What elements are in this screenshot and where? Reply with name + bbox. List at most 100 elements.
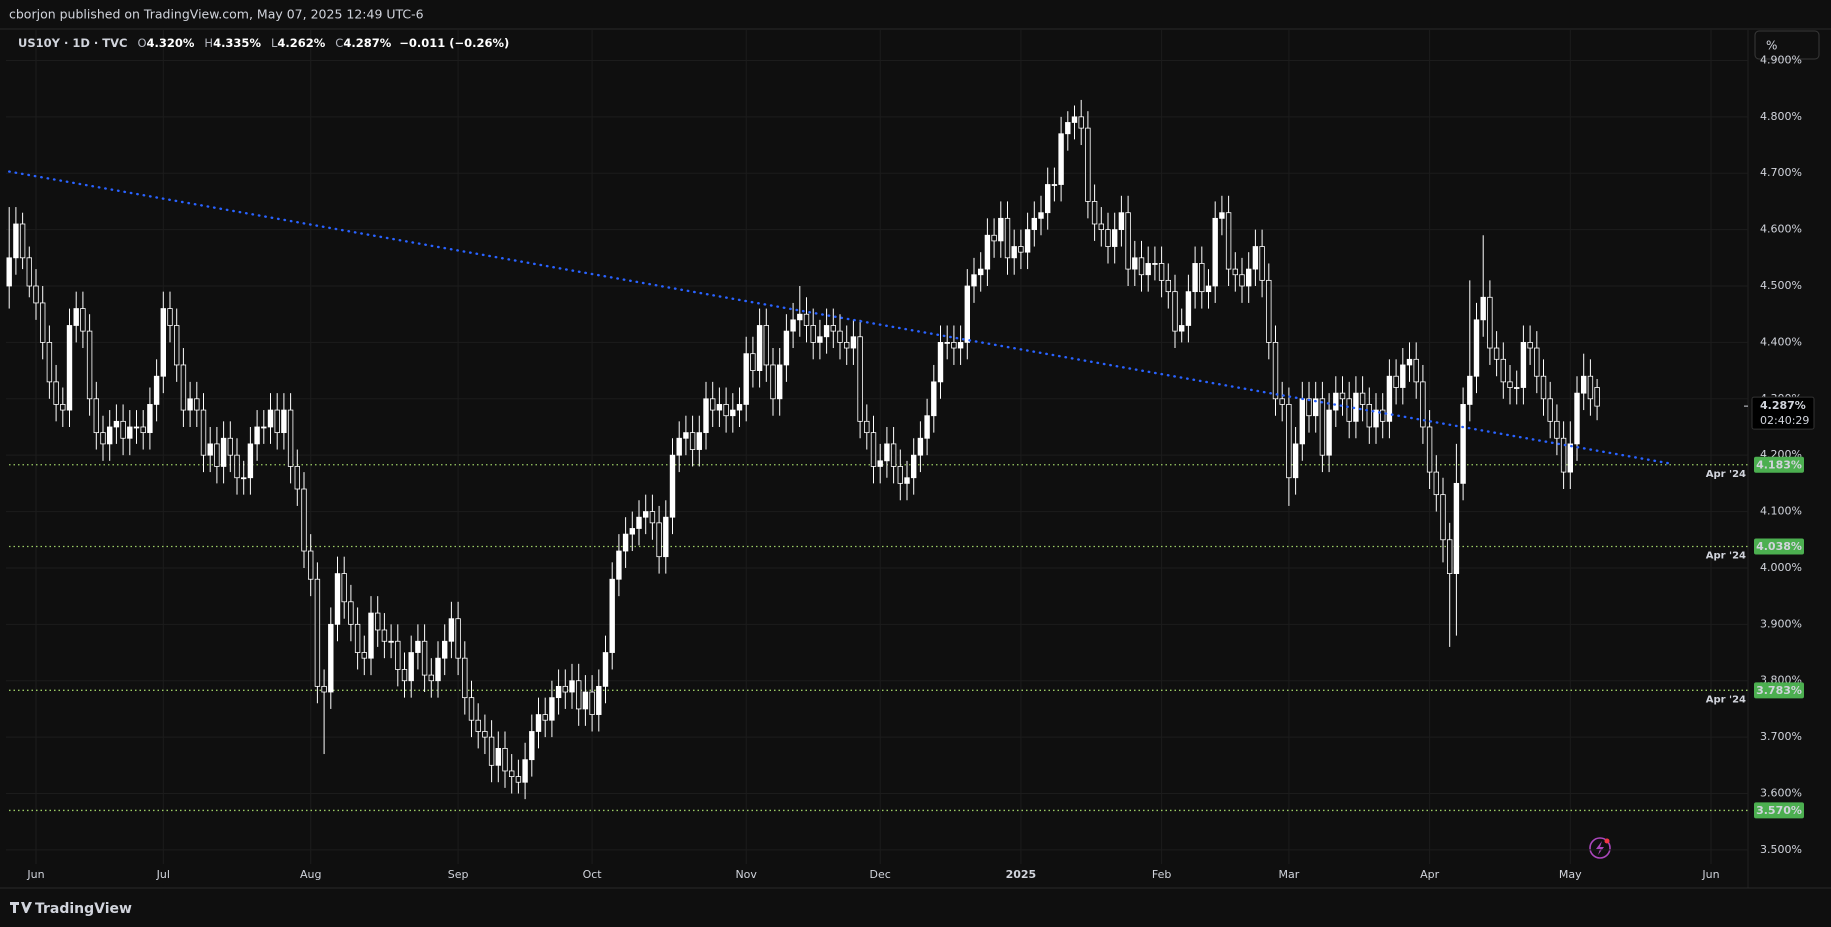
candle-body (971, 274, 977, 287)
candle-body (656, 522, 662, 558)
candle-body (66, 325, 73, 411)
candle-body (649, 511, 656, 524)
candle-body (890, 443, 897, 467)
candle-body (622, 533, 629, 552)
candle-body (870, 432, 877, 467)
alert-icon[interactable] (1589, 837, 1611, 859)
candle-body (911, 454, 917, 479)
candle-body (261, 426, 267, 429)
candle-body (736, 404, 743, 411)
y-tick-label: 3.700% (1760, 730, 1802, 743)
last-price-box (1751, 396, 1815, 430)
footer-logo[interactable]: TradingView (10, 901, 132, 917)
scale-button[interactable]: % (1754, 30, 1820, 60)
candle-body (1038, 212, 1044, 219)
candle-body (1480, 296, 1486, 321)
candle-body (495, 748, 501, 766)
candle-body (361, 652, 367, 659)
x-tick-label: Apr (1420, 868, 1440, 881)
candle-body (555, 685, 562, 699)
x-tick-label: Dec (870, 868, 891, 881)
y-tick-label: 4.800% (1760, 110, 1802, 123)
candle-body (354, 623, 361, 653)
candle-body (756, 325, 763, 371)
y-tick-label: 4.900% (1760, 53, 1802, 66)
candle-body (549, 697, 555, 721)
candle-body (321, 685, 327, 693)
alert-dot[interactable] (1604, 838, 1610, 844)
candle-body (1581, 375, 1587, 394)
candle-body (897, 466, 903, 484)
candle-body (931, 381, 937, 417)
candle-body (1400, 364, 1406, 388)
legend-value: 4.262% (277, 36, 325, 50)
scale-button-label[interactable]: % (1766, 39, 1777, 53)
candle-body (937, 341, 944, 383)
candle-body (93, 398, 99, 434)
candle-body (1165, 279, 1171, 293)
countdown-label: 02:40:29 (1760, 414, 1809, 427)
level-label-box (1754, 538, 1804, 555)
candle-body (160, 308, 166, 377)
level-note: Apr '24 (1706, 694, 1746, 705)
candle-body (716, 404, 723, 411)
alert-bolt[interactable] (1596, 841, 1604, 855)
candle-body (1540, 375, 1547, 400)
candle-body (609, 578, 615, 653)
candle-body (441, 640, 448, 659)
candle-body (53, 381, 59, 405)
candle-body (180, 364, 187, 411)
candle-body (964, 285, 970, 343)
candle-body (1185, 291, 1192, 326)
candle-body (1333, 392, 1339, 411)
legend-value: 4.287% (343, 36, 391, 50)
candle-body (689, 432, 696, 450)
candle-body (6, 257, 12, 287)
logo-mark[interactable] (10, 902, 32, 913)
x-tick-label: May (1559, 868, 1582, 881)
candle-body (1473, 319, 1480, 377)
level-label: 4.038% (1756, 540, 1802, 553)
scale-button-frame[interactable] (1754, 30, 1820, 60)
candle-body (763, 325, 769, 366)
candle-body (374, 612, 381, 631)
candle-body (1098, 223, 1104, 231)
alert-ring[interactable] (1589, 837, 1611, 859)
candle-body (1272, 341, 1279, 400)
last-price-label: 4.287% (1760, 399, 1806, 412)
candle-body (1031, 217, 1037, 231)
candle-body (13, 223, 19, 259)
brand-name[interactable]: TradingView (35, 901, 132, 917)
y-tick-label: 4.400% (1760, 335, 1802, 348)
x-tick-label: Sep (448, 868, 469, 881)
candle-body (857, 336, 863, 422)
y-tick-label: 3.600% (1760, 787, 1802, 800)
candle-body (1567, 443, 1573, 473)
level-label: 4.183% (1756, 458, 1802, 471)
candle-body (864, 420, 870, 434)
candle-body (562, 685, 568, 693)
candle-body (1306, 398, 1312, 417)
candle-body (636, 516, 642, 529)
candle-body (589, 691, 595, 715)
candle-body (616, 550, 622, 580)
candle-body (448, 618, 455, 642)
candle-body (1212, 217, 1218, 287)
candle-body (307, 550, 314, 580)
candle-body (1071, 116, 1078, 123)
overlay: 3.500%3.600%3.700%3.800%3.900%4.000%4.10… (18, 36, 1815, 881)
candle-body (770, 364, 776, 400)
level-note: Apr '24 (1706, 469, 1746, 480)
candle-body (1487, 296, 1493, 349)
candle-body (1520, 341, 1527, 388)
candle-body (663, 516, 669, 558)
candle-body (1138, 257, 1145, 276)
legend-key: H (204, 36, 213, 50)
candle-body (314, 578, 321, 687)
candle-body (696, 432, 702, 450)
candle-body (1058, 133, 1064, 185)
candle-body (991, 234, 997, 242)
candle-body (428, 674, 434, 682)
